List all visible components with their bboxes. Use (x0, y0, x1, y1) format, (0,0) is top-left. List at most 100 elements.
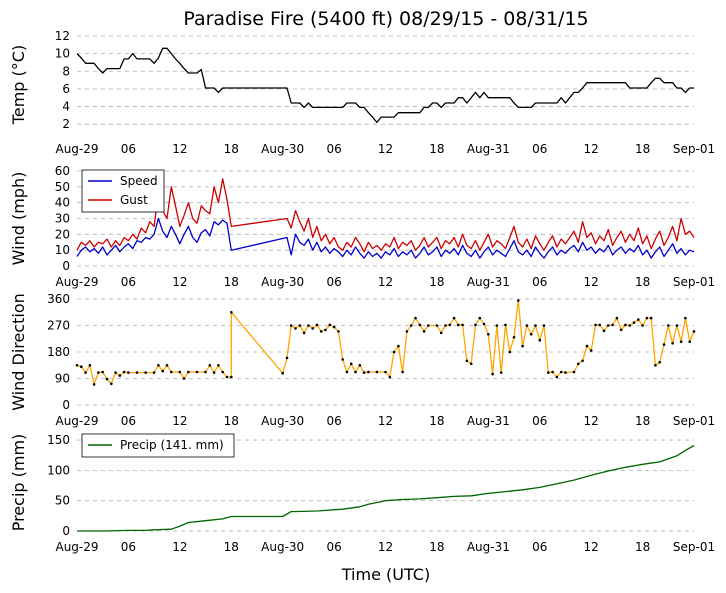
x-tick-label: 12 (378, 540, 393, 554)
x-tick-label: Aug-30 (261, 275, 304, 289)
data-point (367, 370, 370, 374)
data-point (328, 323, 332, 327)
data-point (324, 328, 327, 332)
data-point (405, 330, 409, 333)
data-point (332, 325, 336, 329)
data-point (337, 330, 340, 333)
panel-temp: 2 4 6 8 10 12 Aug-29 06 12 18 Aug-30 06 12 18 Aug-31 06… (9, 29, 715, 156)
data-point (208, 364, 212, 367)
x-tick-label: Sep-01 (673, 414, 715, 428)
data-point (217, 364, 220, 367)
data-point (457, 323, 460, 327)
data-point (508, 350, 512, 354)
data-point (435, 324, 439, 327)
legend-label: Speed (120, 174, 158, 188)
data-point (512, 336, 516, 339)
x-tick-label: 12 (584, 275, 599, 289)
x-tick-label: 12 (584, 540, 599, 554)
data-point (572, 370, 576, 374)
data-point (418, 323, 422, 327)
data-point (80, 365, 83, 369)
data-point (585, 344, 589, 348)
y-tick-label: 60 (55, 164, 70, 178)
data-point (302, 331, 306, 335)
data-point (114, 371, 117, 374)
y-tick-label: 4 (62, 100, 70, 114)
y-tick-label: 40 (55, 196, 70, 210)
data-point (225, 375, 229, 379)
data-point (88, 364, 92, 367)
y-tick-label: 6 (62, 82, 70, 96)
series-line-precip-precip (77, 444, 695, 532)
data-point (110, 382, 113, 386)
data-point (615, 316, 619, 320)
x-tick-label: 18 (635, 540, 650, 554)
legend-wind: Speed Gust (81, 169, 165, 213)
data-point (598, 323, 601, 327)
x-tick-label: 12 (172, 540, 187, 554)
data-point (662, 343, 666, 346)
x-tick-label: 12 (584, 414, 599, 428)
x-tick-label: Sep-01 (673, 540, 715, 554)
data-point (649, 316, 653, 320)
x-tick-label: 06 (121, 275, 136, 289)
legend-box (81, 169, 165, 213)
data-point (628, 324, 631, 327)
data-point (632, 321, 636, 324)
x-tick-label: 06 (121, 142, 136, 156)
x-tick-label: 18 (635, 414, 650, 428)
data-point (230, 311, 233, 314)
x-tick-label: 06 (326, 540, 341, 554)
data-point (547, 371, 550, 374)
y-tick-label: 8 (62, 64, 70, 78)
x-tick-label: 06 (326, 275, 341, 289)
y-tick-label: 100 (47, 463, 70, 477)
data-point (362, 371, 366, 374)
x-tick-label: 18 (224, 540, 239, 554)
y-tick-label: 12 (55, 29, 70, 43)
y-tick-label: 50 (55, 494, 70, 508)
data-point (619, 328, 623, 332)
y-tick-label: 50 (55, 180, 70, 194)
x-tick-label: 12 (378, 142, 393, 156)
data-point (658, 361, 661, 364)
data-point (645, 316, 649, 320)
data-point (221, 370, 224, 374)
y-tick-label: 0 (62, 259, 70, 273)
data-point (375, 370, 379, 374)
data-point (491, 372, 494, 376)
data-point (559, 370, 563, 374)
data-point (341, 358, 345, 361)
data-point (482, 322, 486, 326)
data-point (594, 323, 597, 327)
y-axis-label-dir: Wind Direction (9, 293, 28, 411)
data-point (427, 324, 430, 327)
data-point (230, 375, 233, 379)
x-tick-label: Aug-30 (261, 540, 304, 554)
x-tick-label: 06 (326, 414, 341, 428)
x-tick-label: Aug-29 (55, 142, 98, 156)
data-point (170, 370, 173, 374)
y-axis-label-wind: Wind (mph) (9, 172, 28, 266)
x-tick-label: 18 (429, 142, 444, 156)
y-tick-label: 2 (62, 117, 70, 131)
data-point (641, 324, 644, 327)
data-point (311, 327, 315, 330)
panel-precip: 0 50 100 150 Aug-29 06 12 18 Aug-30 06 12 18 Aug-31 0… (9, 433, 715, 554)
series-line-temp (76, 47, 694, 124)
y-tick-label: 10 (55, 47, 70, 61)
data-point (504, 323, 507, 327)
data-point (281, 371, 285, 375)
data-point (401, 370, 404, 374)
data-point (671, 341, 674, 345)
x-tick-label: Aug-31 (467, 414, 510, 428)
y-tick-label: 270 (47, 319, 70, 333)
data-point (195, 370, 199, 374)
x-tick-label: 12 (172, 414, 187, 428)
x-tick-label: 06 (532, 142, 547, 156)
data-point (92, 383, 96, 386)
data-point (409, 324, 413, 327)
data-point (684, 316, 687, 320)
